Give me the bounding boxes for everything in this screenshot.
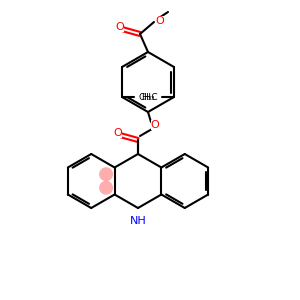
Text: NH: NH [130, 216, 146, 226]
Circle shape [99, 181, 113, 195]
Text: CH₃: CH₃ [138, 92, 154, 101]
Text: O: O [151, 120, 159, 130]
Circle shape [99, 167, 113, 181]
Text: O: O [114, 128, 122, 138]
Text: O: O [155, 16, 164, 26]
Text: O: O [116, 22, 124, 32]
Text: H₃C: H₃C [141, 92, 158, 101]
